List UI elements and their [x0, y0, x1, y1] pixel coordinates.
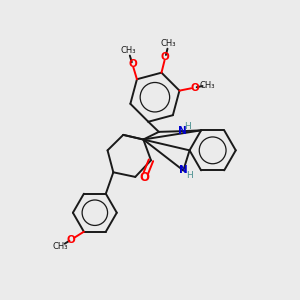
Text: CH₃: CH₃ [161, 39, 176, 48]
Text: CH₃: CH₃ [52, 242, 68, 251]
Text: N: N [178, 126, 186, 136]
Text: CH₃: CH₃ [200, 80, 215, 89]
Text: O: O [128, 59, 137, 69]
Text: O: O [139, 171, 149, 184]
Text: O: O [190, 82, 199, 93]
Text: O: O [67, 235, 76, 244]
Text: H: H [184, 122, 191, 130]
Text: CH₃: CH₃ [121, 46, 136, 55]
Text: H: H [186, 171, 193, 180]
Text: O: O [161, 52, 170, 62]
Text: N: N [179, 165, 188, 176]
